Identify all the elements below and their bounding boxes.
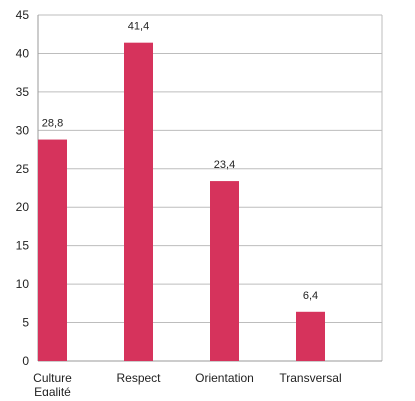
x-tick-label: Transversal bbox=[279, 371, 341, 385]
y-tick-label: 35 bbox=[16, 85, 30, 99]
y-tick-label: 15 bbox=[16, 239, 30, 253]
bars bbox=[38, 42, 325, 362]
data-label: 23,4 bbox=[214, 159, 235, 171]
y-tick-label: 10 bbox=[16, 277, 30, 291]
gridlines bbox=[38, 14, 382, 324]
y-tick-label: 45 bbox=[16, 8, 30, 22]
data-label: 41,4 bbox=[128, 21, 149, 33]
bar bbox=[124, 42, 153, 362]
bar bbox=[296, 311, 325, 361]
x-tick-labels: Culture Egalité Respect Orientation Transver… bbox=[33, 371, 341, 399]
x-tick-label: Culture Egalité bbox=[33, 371, 72, 396]
y-tick-label: 25 bbox=[16, 162, 30, 176]
y-tick-label: 30 bbox=[16, 123, 30, 137]
y-tick-label: 20 bbox=[16, 200, 30, 214]
x-tick-label: Orientation bbox=[195, 371, 254, 385]
data-labels: 28,8 41,4 23,4 6,4 bbox=[42, 21, 318, 302]
data-label: 28,8 bbox=[42, 118, 63, 130]
data-label: 6,4 bbox=[303, 290, 318, 302]
y-tick-label: 0 bbox=[22, 354, 29, 368]
bar bbox=[210, 181, 239, 361]
y-tick-label: 40 bbox=[16, 46, 30, 60]
bar bbox=[38, 139, 67, 361]
y-tick-label: 5 bbox=[22, 316, 29, 330]
x-tick-label: Respect bbox=[116, 371, 161, 385]
y-tick-labels: 0 5 10 15 20 25 30 35 40 45 bbox=[16, 8, 30, 368]
